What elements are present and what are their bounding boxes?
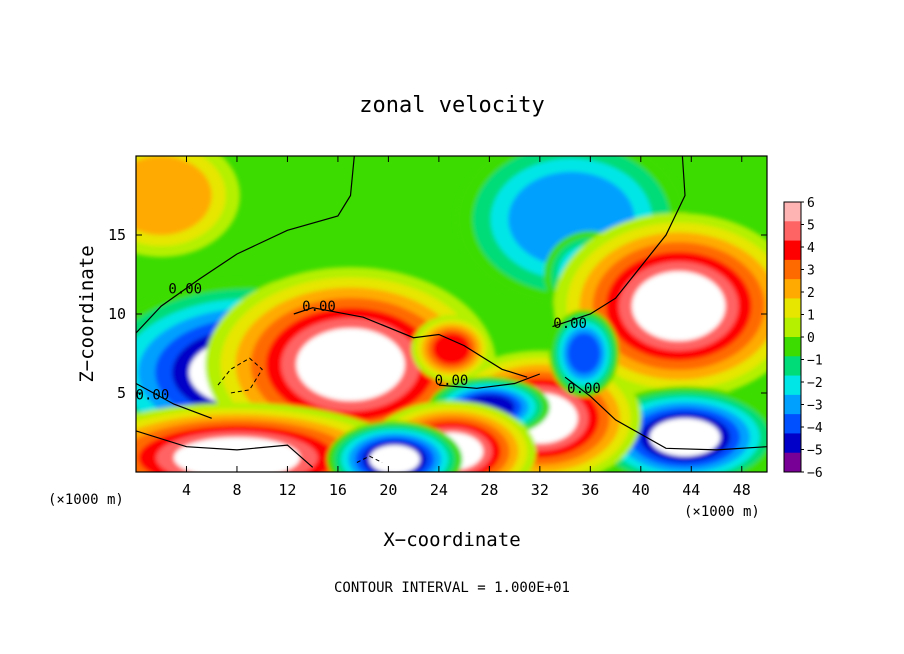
contour-label-4: 0.00 — [567, 381, 601, 397]
colorbar-label-12: −6 — [807, 466, 823, 481]
x-axis: 4 8 12 16 20 24 28 32 36 40 44 48 — [182, 156, 751, 499]
colorbar-label-4: 2 — [807, 286, 815, 301]
colorbar-swatch-1 — [784, 221, 801, 242]
colorbar-label-8: −2 — [807, 376, 823, 391]
x-axis-unit-left: (×1000 m) — [48, 492, 124, 508]
x-tick-label-9: 40 — [632, 481, 650, 499]
zero-contour-line-5 — [136, 382, 212, 419]
colorbar-swatch-8 — [784, 356, 801, 377]
colorbar-swatch-13 — [784, 452, 801, 473]
colorbar: 6 5 4 3 2 1 0 −1 −2 −3 −4 −5 −6 — [783, 196, 823, 481]
colorbar-label-3: 3 — [807, 264, 815, 279]
negative-contour-line-1 — [356, 455, 383, 463]
colorbar-swatch-3 — [784, 259, 801, 280]
colorbar-label-10: −4 — [807, 421, 823, 436]
colorbar-swatch-2 — [784, 240, 801, 261]
x-tick-label-11: 48 — [733, 481, 751, 499]
y-axis: 5 10 15 — [108, 226, 767, 402]
field-feature-6-ring-0 — [649, 418, 721, 457]
colorbar-label-5: 1 — [807, 309, 815, 324]
zero-contour-line-0 — [136, 156, 355, 334]
field-feature-12-ring-0 — [369, 445, 420, 472]
chart-title: zonal velocity — [359, 93, 544, 118]
x-tick-label-10: 44 — [682, 481, 700, 499]
zero-contour-line-2 — [438, 373, 541, 389]
negative-contour-line-0 — [217, 357, 263, 394]
colorbar-swatch-7 — [784, 337, 801, 357]
field-feature-0-ring-0 — [136, 156, 212, 235]
field-feature-4-ring-0 — [296, 328, 405, 401]
y-tick-label-2: 15 — [108, 226, 126, 244]
x-tick-label-0: 4 — [182, 481, 191, 499]
colorbar-label-2: 4 — [807, 241, 815, 256]
colorbar-label-9: −3 — [807, 399, 823, 414]
contour-label-3: 0.00 — [553, 316, 587, 332]
x-tick-label-5: 24 — [430, 481, 448, 499]
zero-contour-line-3 — [552, 156, 686, 328]
colorbar-swatch-12 — [784, 433, 801, 454]
colorbar-label-11: −5 — [807, 444, 823, 459]
colorbar-label-0: 6 — [807, 196, 815, 211]
zero-contour-line-1 — [293, 307, 528, 378]
colorbar-swatch-11 — [784, 414, 801, 434]
field-feature-13-ring-0 — [567, 332, 601, 375]
y-axis-label: Z−coordinate — [76, 245, 98, 382]
x-tick-label-4: 20 — [379, 481, 397, 499]
colorbar-label-7: −1 — [807, 354, 823, 369]
zero-contour-line-4 — [564, 376, 767, 451]
contour-interval-note: CONTOUR INTERVAL = 1.000E+01 — [334, 580, 570, 596]
contour-label-1: 0.00 — [302, 299, 336, 315]
x-tick-label-1: 8 — [232, 481, 241, 499]
y-tick-label-0: 5 — [117, 384, 126, 402]
colorbar-swatch-10 — [784, 394, 801, 415]
contour-label-0: 0.00 — [168, 281, 202, 297]
colorbar-swatch-5 — [784, 298, 801, 319]
y-tick-label-1: 10 — [108, 305, 126, 323]
x-tick-label-2: 12 — [278, 481, 296, 499]
field-feature-10-ring-0 — [432, 332, 471, 365]
colorbar-swatch-0 — [784, 202, 801, 222]
x-axis-label: X−coordinate — [383, 529, 520, 551]
colorbar-swatch-6 — [784, 317, 801, 338]
heatmap-field — [136, 156, 767, 472]
field-feature-7-ring-0 — [173, 437, 301, 472]
colorbar-label-6: 0 — [807, 331, 815, 346]
x-tick-label-3: 16 — [329, 481, 347, 499]
x-tick-label-6: 28 — [480, 481, 498, 499]
zero-contour-line-6 — [136, 430, 314, 468]
colorbar-label-1: 5 — [807, 219, 815, 234]
x-tick-label-7: 32 — [531, 481, 549, 499]
contour-labels: 0.00 0.00 0.00 0.00 0.00 0.00 — [136, 281, 601, 403]
colorbar-swatch-4 — [784, 279, 801, 299]
x-tick-label-8: 36 — [581, 481, 599, 499]
contour-label-2: 0.00 — [435, 373, 469, 389]
contour-label-5: 0.00 — [136, 387, 170, 403]
field-feature-5-ring-0 — [631, 271, 726, 341]
colorbar-swatch-9 — [784, 375, 801, 396]
x-axis-unit-right: (×1000 m) — [684, 504, 760, 520]
